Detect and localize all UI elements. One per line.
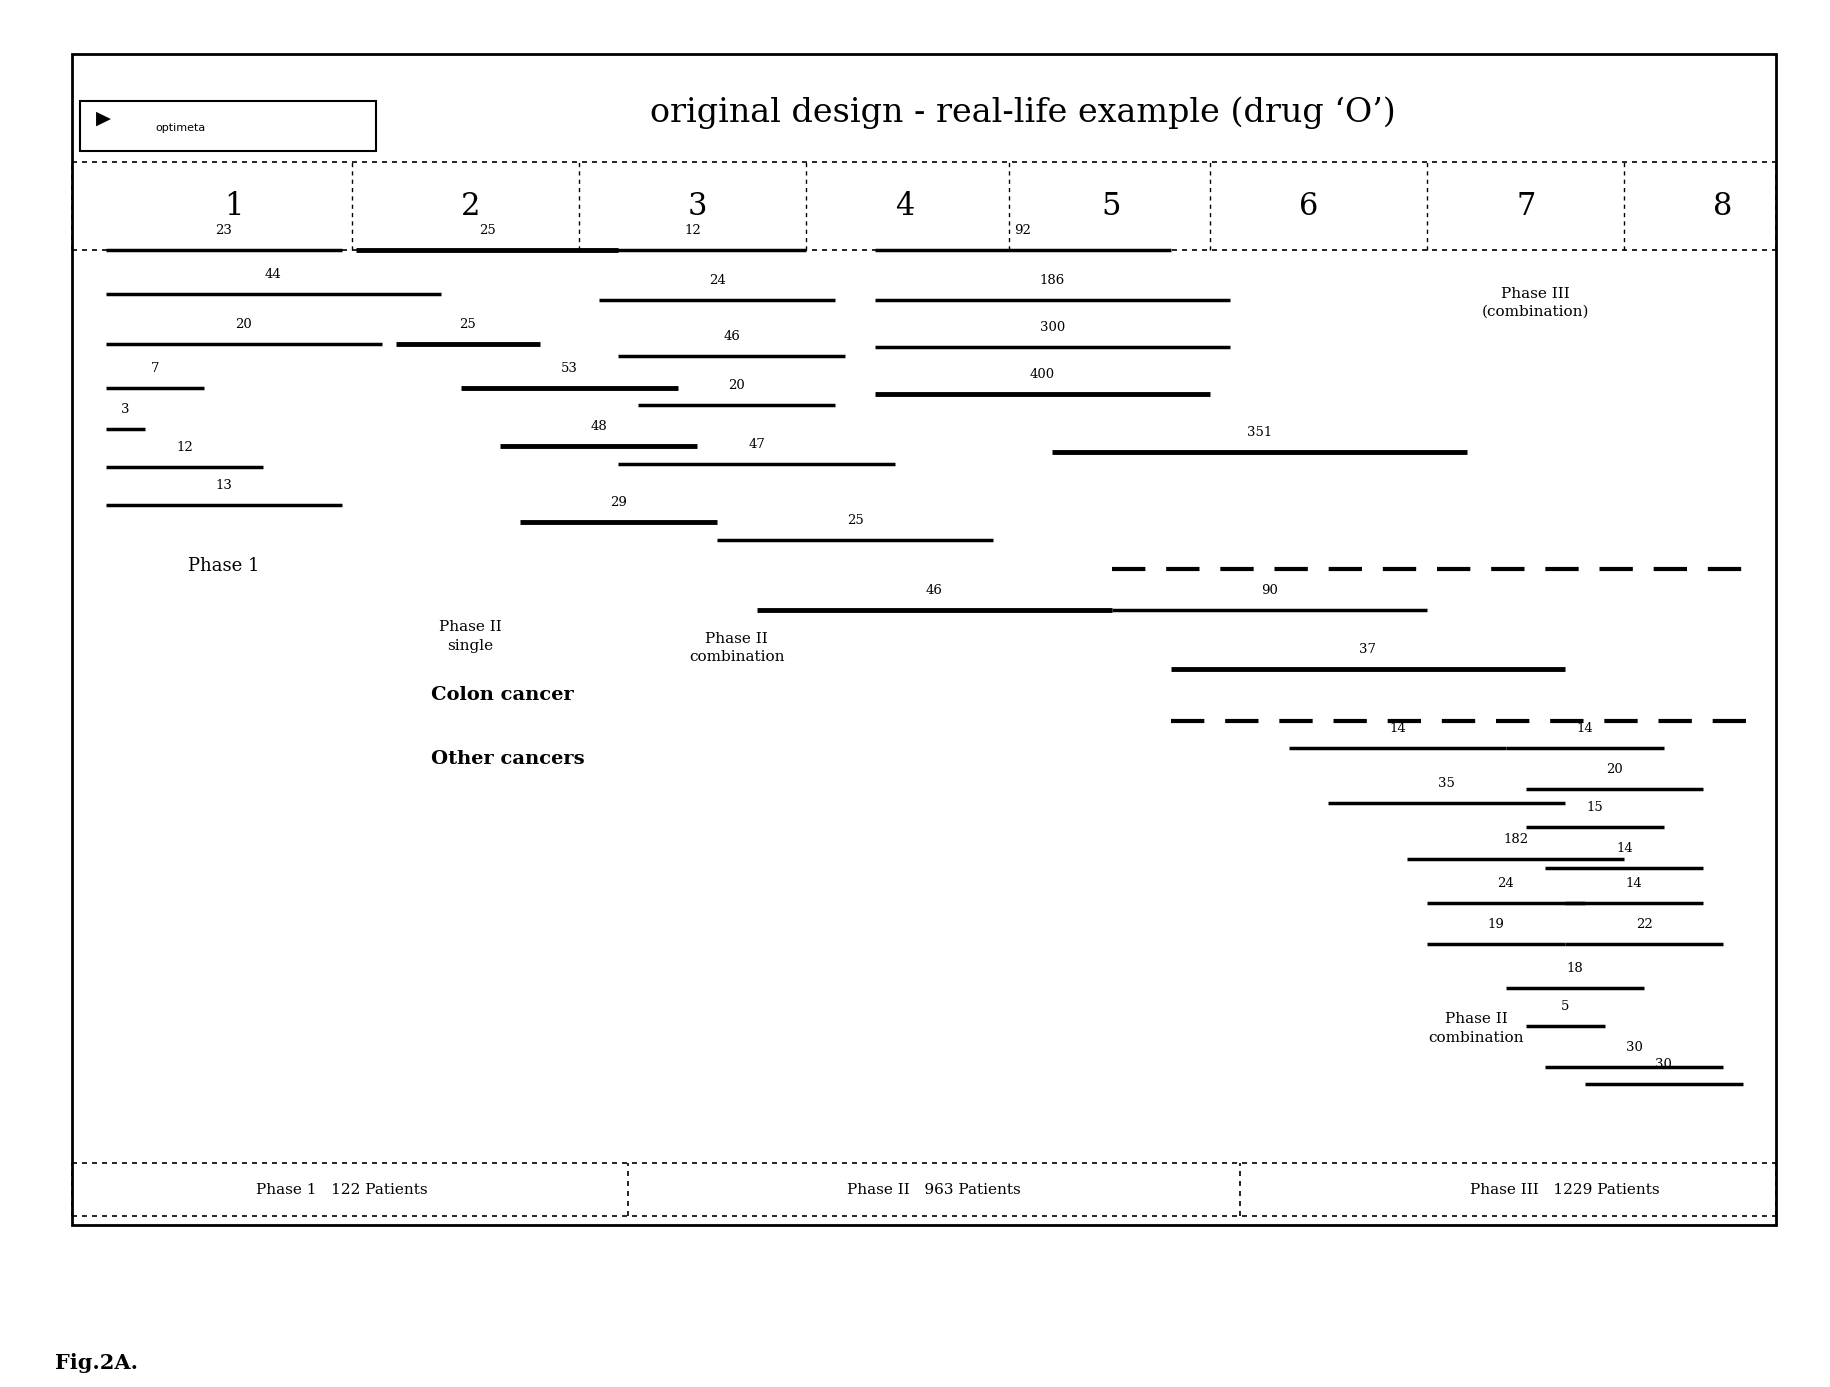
Text: 23: 23: [216, 225, 232, 237]
Text: 44: 44: [265, 268, 282, 282]
Bar: [81, 101, 375, 151]
Text: 7: 7: [150, 362, 159, 374]
Text: 30: 30: [1625, 1040, 1643, 1054]
Text: 20: 20: [236, 318, 253, 331]
Text: Phase III
(combination): Phase III (combination): [1482, 287, 1588, 319]
Text: 14: 14: [1389, 721, 1405, 735]
Text: 25: 25: [847, 515, 864, 527]
Text: 48: 48: [591, 420, 608, 433]
Text: Phase II
combination: Phase II combination: [690, 632, 785, 664]
Text: 92: 92: [1014, 225, 1030, 237]
Text: 3: 3: [121, 402, 130, 416]
Text: Colon cancer: Colon cancer: [432, 687, 575, 705]
Text: 6: 6: [1299, 191, 1318, 222]
Text: Phase 1: Phase 1: [188, 558, 260, 576]
Text: Phase II
single: Phase II single: [439, 620, 501, 653]
Text: 46: 46: [723, 330, 741, 343]
Text: 13: 13: [216, 479, 232, 492]
Text: 20: 20: [728, 380, 745, 393]
Text: 5: 5: [1102, 191, 1122, 222]
Text: 14: 14: [1625, 877, 1643, 890]
Text: 47: 47: [748, 438, 765, 451]
Text: 24: 24: [1497, 877, 1515, 890]
Text: 14: 14: [1576, 721, 1594, 735]
Text: 90: 90: [1261, 584, 1277, 598]
Text: 37: 37: [1360, 642, 1376, 656]
Text: 24: 24: [708, 275, 725, 287]
Text: 29: 29: [609, 497, 628, 509]
Text: 12: 12: [176, 441, 192, 454]
Text: 22: 22: [1636, 918, 1652, 931]
Text: Phase II
combination: Phase II combination: [1429, 1013, 1524, 1044]
Text: Fig.2A.: Fig.2A.: [55, 1354, 137, 1373]
Text: optimeta: optimeta: [156, 123, 205, 133]
Text: 19: 19: [1488, 918, 1504, 931]
Text: 5: 5: [1561, 1000, 1570, 1013]
Text: 12: 12: [684, 225, 701, 237]
Text: original design - real-life example (drug ‘O’): original design - real-life example (dru…: [650, 96, 1396, 129]
Text: 25: 25: [479, 225, 496, 237]
Text: 15: 15: [1587, 800, 1603, 814]
Text: 186: 186: [1039, 275, 1065, 287]
Text: 1: 1: [223, 191, 243, 222]
Text: Other cancers: Other cancers: [432, 750, 586, 768]
Text: 30: 30: [1656, 1058, 1673, 1071]
Text: 4: 4: [895, 191, 913, 222]
Text: 2: 2: [461, 191, 479, 222]
Text: 53: 53: [560, 362, 578, 374]
Text: 18: 18: [1566, 961, 1583, 975]
Text: Phase II   963 Patients: Phase II 963 Patients: [847, 1183, 1021, 1197]
Text: ▶: ▶: [95, 108, 112, 128]
Text: 20: 20: [1607, 763, 1623, 775]
Text: 14: 14: [1616, 842, 1632, 854]
Text: 35: 35: [1438, 778, 1455, 791]
Text: 400: 400: [1030, 368, 1056, 380]
Text: 300: 300: [1039, 320, 1065, 334]
Text: 351: 351: [1246, 426, 1272, 440]
Text: 8: 8: [1713, 191, 1733, 222]
Text: 7: 7: [1515, 191, 1535, 222]
Text: 3: 3: [688, 191, 706, 222]
Text: 46: 46: [926, 584, 942, 598]
Text: 25: 25: [459, 318, 476, 331]
Text: Phase III   1229 Patients: Phase III 1229 Patients: [1469, 1183, 1660, 1197]
Text: Phase 1   122 Patients: Phase 1 122 Patients: [256, 1183, 428, 1197]
Text: 182: 182: [1502, 834, 1528, 846]
